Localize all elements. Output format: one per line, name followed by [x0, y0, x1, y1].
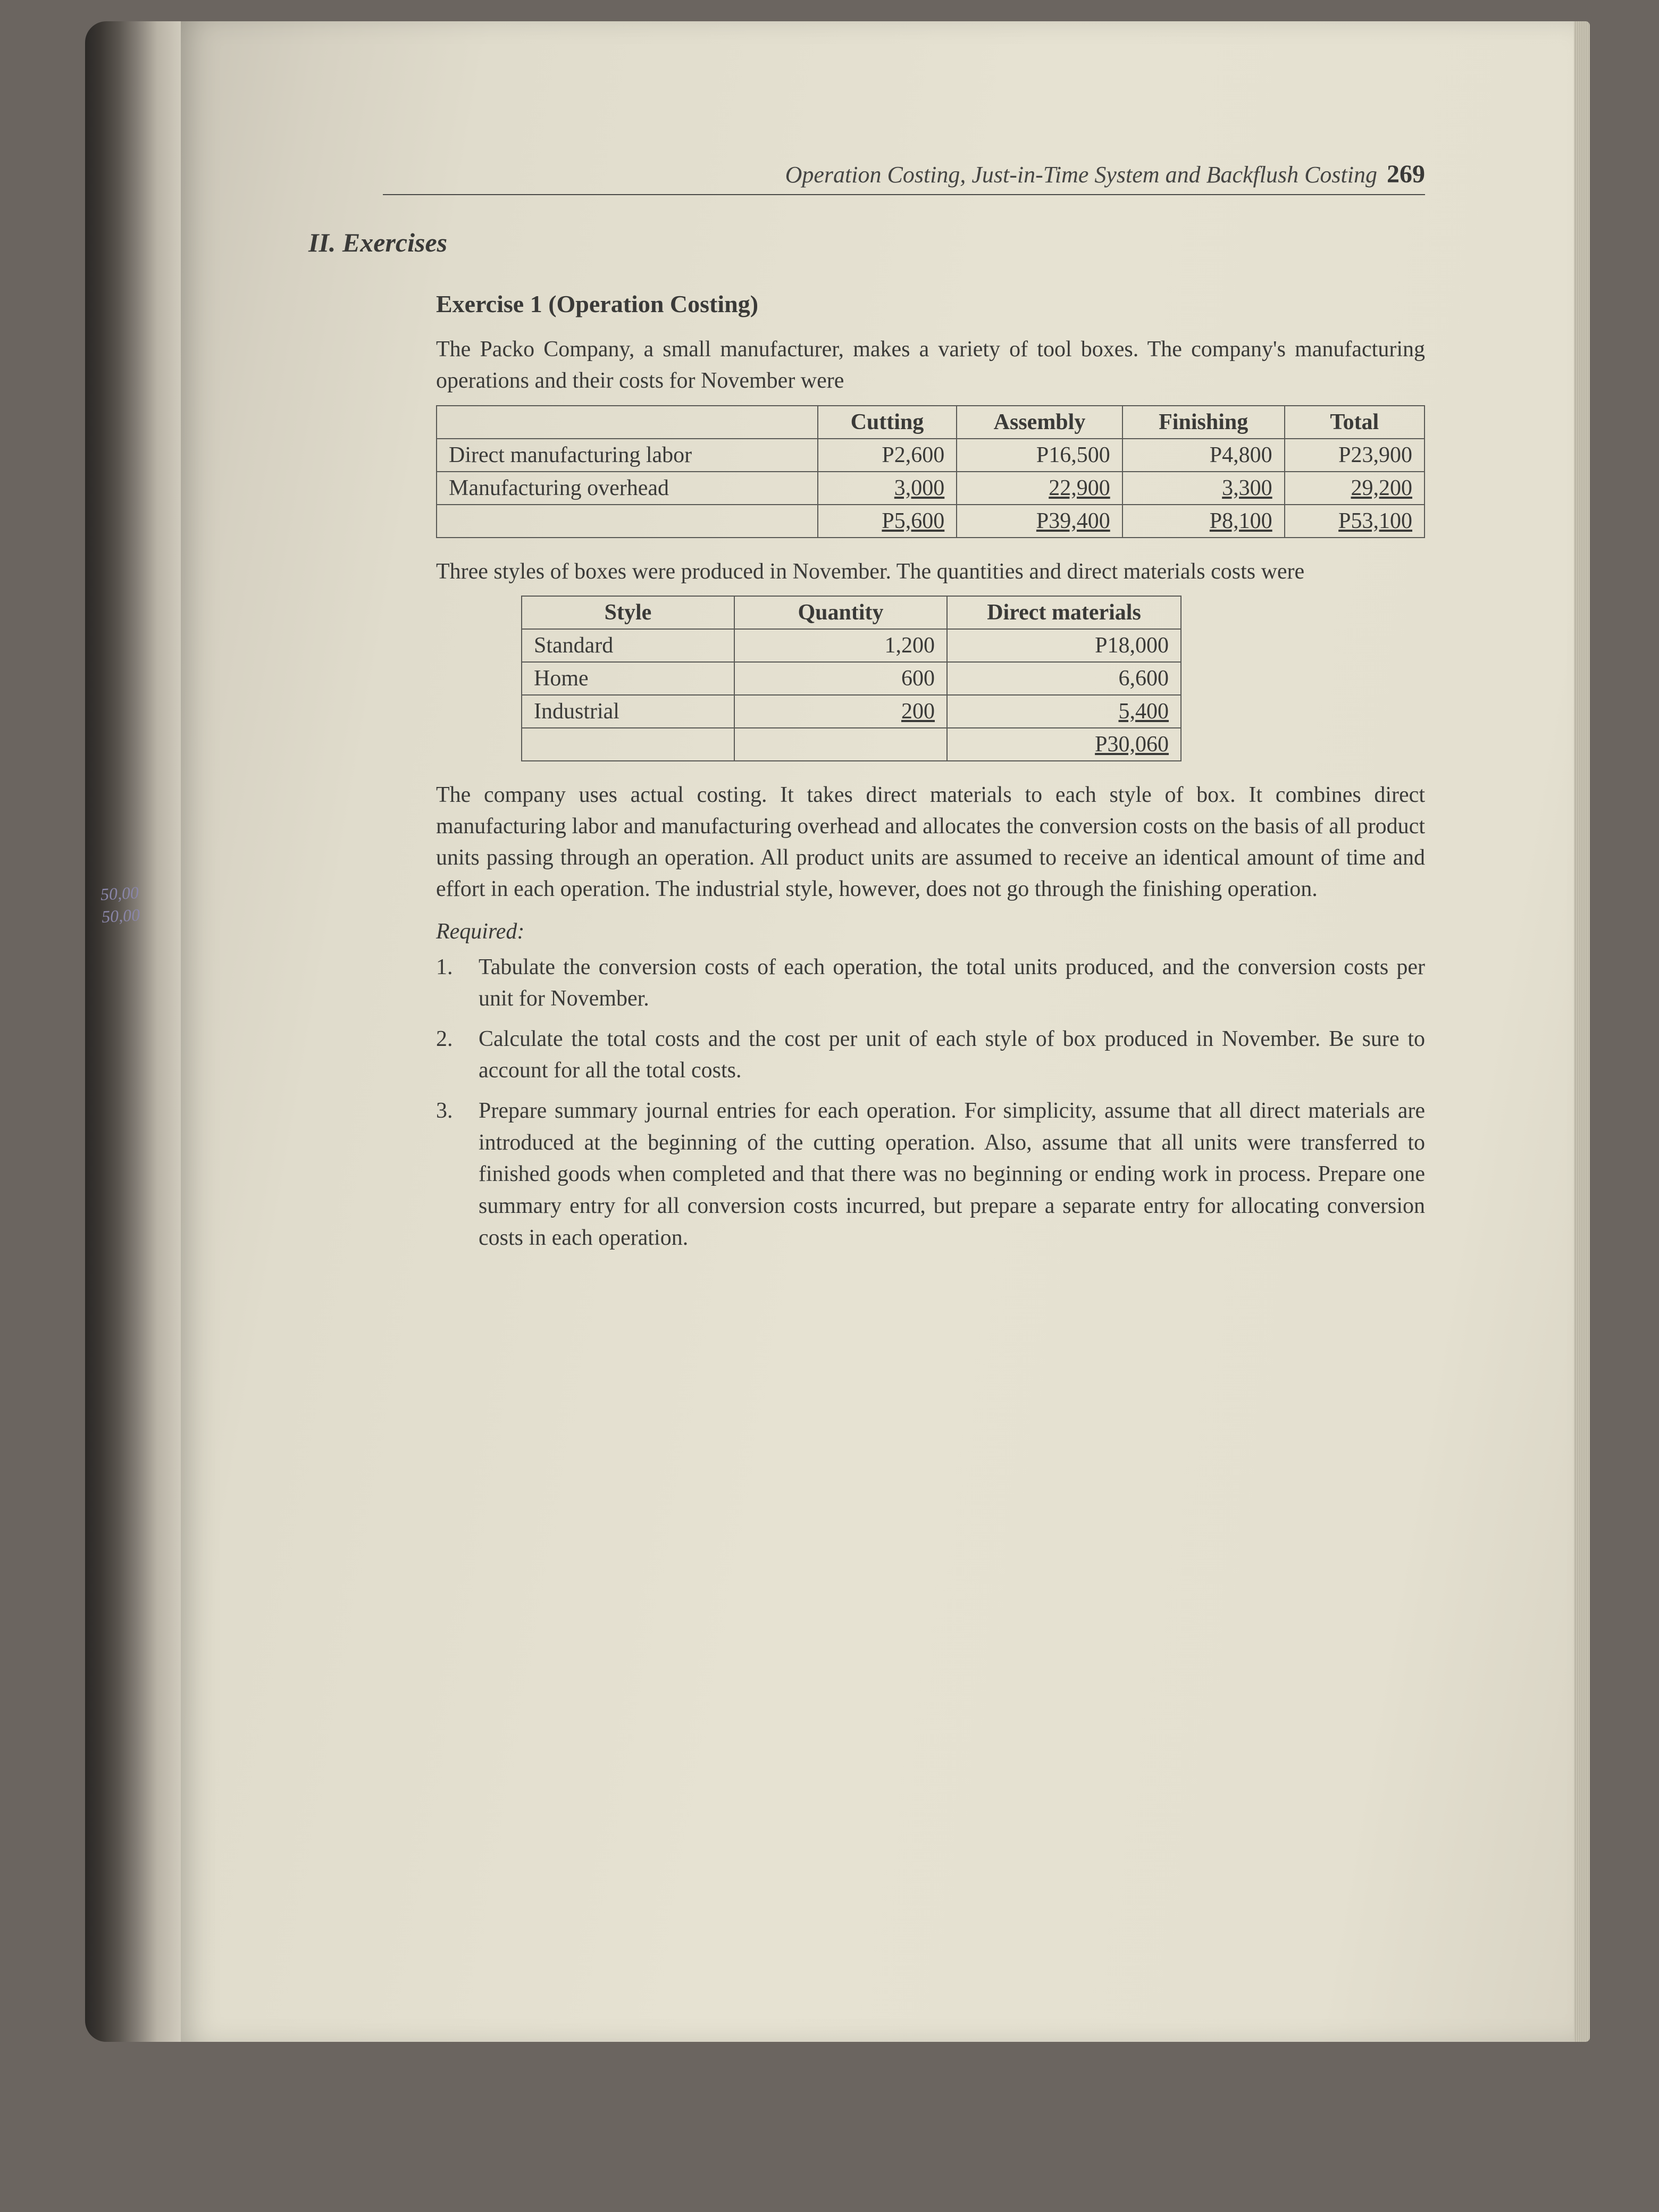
- cell: P39,400: [957, 505, 1122, 538]
- running-title: Operation Costing, Just-in-Time System a…: [785, 161, 1377, 188]
- exercise-content: Exercise 1 (Operation Costing) The Packo…: [383, 290, 1425, 1254]
- page-edge: [1574, 21, 1590, 2042]
- cell: 6,600: [947, 662, 1181, 695]
- intro-paragraph-1: The Packo Company, a small manufacturer,…: [436, 334, 1425, 397]
- table-header: Style: [522, 596, 734, 629]
- page-number: 269: [1387, 160, 1425, 189]
- cell: [522, 728, 734, 761]
- cell: 1,200: [734, 629, 947, 662]
- requirement-item: Tabulate the conversion costs of each op…: [436, 952, 1425, 1015]
- cell: P2,600: [818, 439, 957, 472]
- book-spine-shadow: [85, 21, 181, 2042]
- table-row: P5,600 P39,400 P8,100 P53,100: [437, 505, 1425, 538]
- cell: 3,000: [818, 472, 957, 505]
- row-label: Manufacturing overhead: [437, 472, 818, 505]
- cell: 3,300: [1122, 472, 1285, 505]
- cell: 600: [734, 662, 947, 695]
- table-row: Home 600 6,600: [522, 662, 1181, 695]
- table-header: Finishing: [1122, 406, 1285, 439]
- cell: P23,900: [1285, 439, 1425, 472]
- handwritten-margin-note: 50,00 50,00: [100, 882, 140, 928]
- section-heading: II. Exercises: [308, 227, 1425, 258]
- table-header: Total: [1285, 406, 1425, 439]
- table-header-row: Style Quantity Direct materials: [522, 596, 1181, 629]
- styles-table: Style Quantity Direct materials Standard…: [521, 596, 1182, 761]
- row-label: Direct manufacturing labor: [437, 439, 818, 472]
- margin-note-line: 50,00: [100, 882, 139, 906]
- required-label: Required:: [436, 919, 1425, 944]
- cell: 200: [734, 695, 947, 728]
- exercise-title: Exercise 1 (Operation Costing): [436, 290, 1425, 318]
- table-row: P30,060: [522, 728, 1181, 761]
- table-header: Quantity: [734, 596, 947, 629]
- table-row: Standard 1,200 P18,000: [522, 629, 1181, 662]
- table-header-row: Cutting Assembly Finishing Total: [437, 406, 1425, 439]
- cell: Standard: [522, 629, 734, 662]
- table-header: [437, 406, 818, 439]
- requirement-item: Calculate the total costs and the cost p…: [436, 1024, 1425, 1087]
- costs-table: Cutting Assembly Finishing Total Direct …: [436, 405, 1425, 538]
- table-header: Assembly: [957, 406, 1122, 439]
- page: 50,00 50,00 Operation Costing, Just-in-T…: [181, 21, 1574, 2042]
- intro-paragraph-2: Three styles of boxes were produced in N…: [436, 556, 1425, 588]
- cell: Home: [522, 662, 734, 695]
- cell: P4,800: [1122, 439, 1285, 472]
- table-row: Manufacturing overhead 3,000 22,900 3,30…: [437, 472, 1425, 505]
- cell: Industrial: [522, 695, 734, 728]
- requirement-item: Prepare summary journal entries for each…: [436, 1095, 1425, 1254]
- body-paragraph: The company uses actual costing. It take…: [436, 780, 1425, 904]
- running-header: Operation Costing, Just-in-Time System a…: [383, 160, 1425, 195]
- cell: 29,200: [1285, 472, 1425, 505]
- cell: 22,900: [957, 472, 1122, 505]
- requirements-list: Tabulate the conversion costs of each op…: [436, 952, 1425, 1254]
- cell: P53,100: [1285, 505, 1425, 538]
- table-row: Direct manufacturing labor P2,600 P16,50…: [437, 439, 1425, 472]
- table-header: Direct materials: [947, 596, 1181, 629]
- cell: P8,100: [1122, 505, 1285, 538]
- cell: P5,600: [818, 505, 957, 538]
- cell: [734, 728, 947, 761]
- cell: P18,000: [947, 629, 1181, 662]
- table-row: Industrial 200 5,400: [522, 695, 1181, 728]
- cell: 5,400: [947, 695, 1181, 728]
- cell: P16,500: [957, 439, 1122, 472]
- cell: P30,060: [947, 728, 1181, 761]
- row-label: [437, 505, 818, 538]
- book-wrapper: 50,00 50,00 Operation Costing, Just-in-T…: [85, 21, 1574, 2042]
- margin-note-line: 50,00: [101, 904, 140, 928]
- table-header: Cutting: [818, 406, 957, 439]
